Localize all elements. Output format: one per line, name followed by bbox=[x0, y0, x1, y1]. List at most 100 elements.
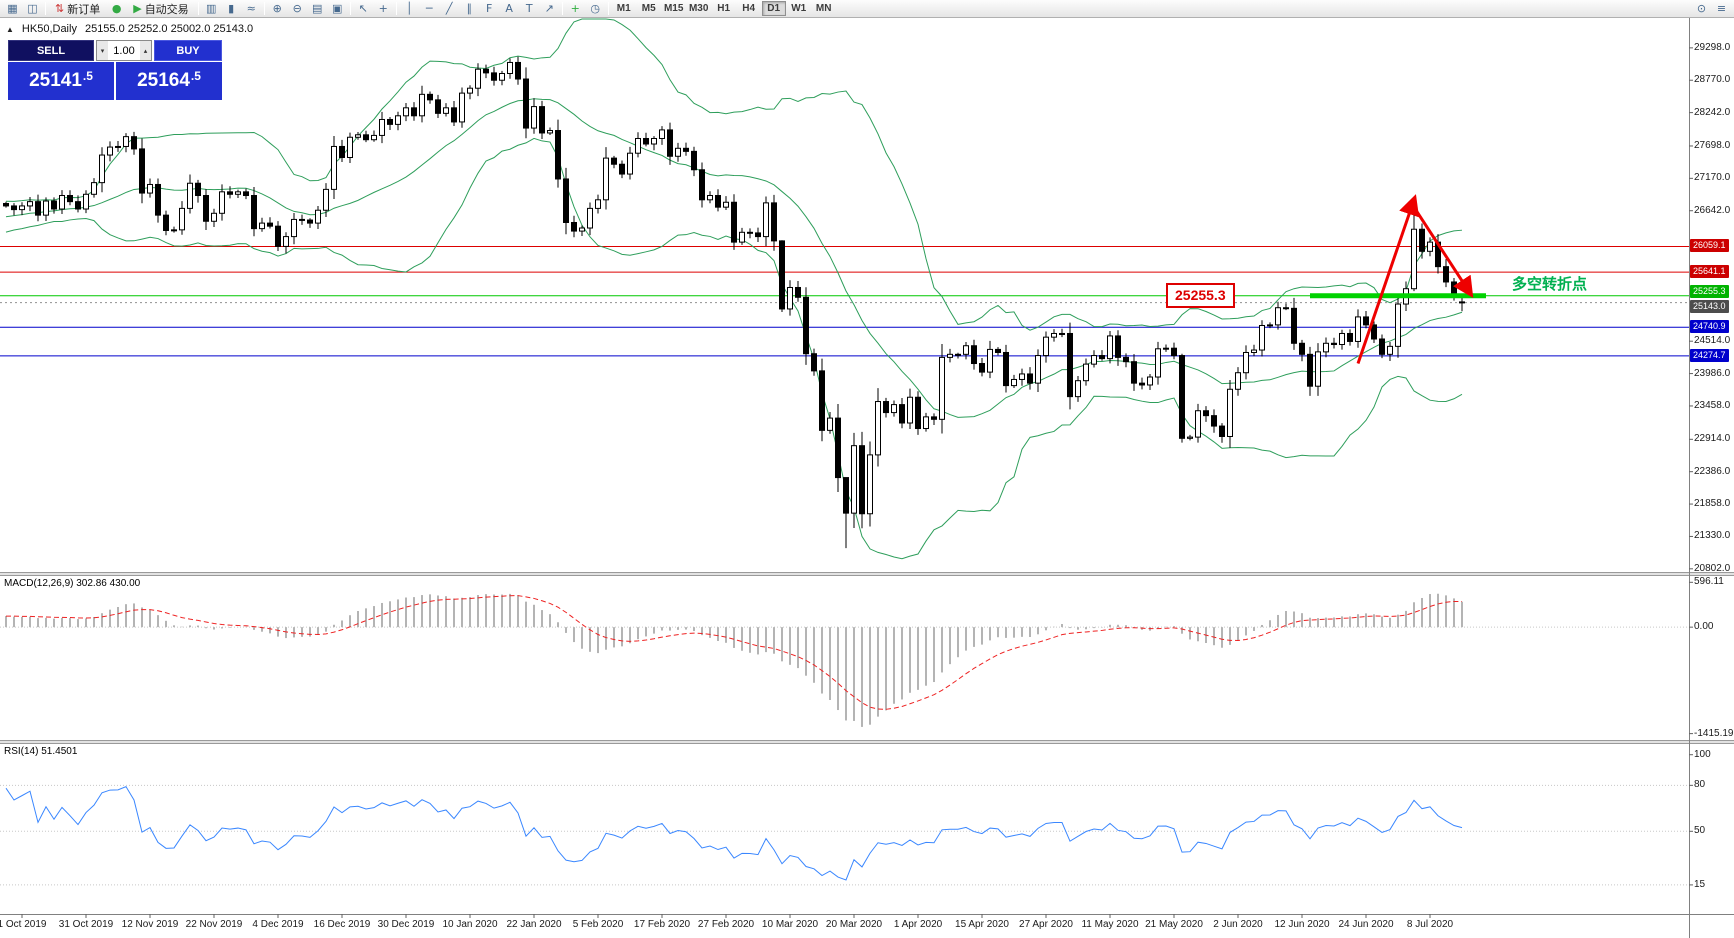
zoom-in-button[interactable]: ⊕ bbox=[268, 1, 287, 17]
buy-button[interactable]: BUY bbox=[154, 40, 222, 61]
buy-price-frac: .5 bbox=[190, 69, 201, 83]
zoom-out-button[interactable]: ⊖ bbox=[288, 1, 307, 17]
toolbar-separator bbox=[395, 2, 397, 15]
timeframe-w1-button[interactable]: W1 bbox=[787, 1, 811, 16]
macd-indicator-label: MACD(12,26,9) 302.86 430.00 bbox=[4, 578, 141, 589]
zoom-in-icon: ⊕ bbox=[272, 2, 282, 15]
new-order-label: 新订单 bbox=[67, 3, 101, 16]
timeframe-mn-button[interactable]: MN bbox=[812, 1, 836, 16]
volume-input-group: ▾ ▴ bbox=[96, 40, 152, 61]
tile-windows-button[interactable]: ▤ bbox=[308, 1, 327, 17]
volume-increase-button[interactable]: ▴ bbox=[140, 41, 151, 60]
buy-price-int: 25164 bbox=[137, 70, 190, 91]
bollinger-upper-band bbox=[5, 18, 1463, 331]
search-icon: ⊙ bbox=[1696, 2, 1707, 15]
trendline-button[interactable]: ╱ bbox=[440, 1, 459, 17]
pane-structure bbox=[0, 18, 1734, 938]
vertical-line-button[interactable]: │ bbox=[400, 1, 419, 17]
arrows-tool-icon: ↗ bbox=[544, 2, 554, 15]
buy-price[interactable]: 25164.5 bbox=[116, 62, 222, 100]
text-label-icon: T bbox=[525, 2, 533, 15]
chart-ohlc-header: ▲ HK50,Daily 25155.0 25252.0 25002.0 251… bbox=[6, 23, 253, 35]
autotrading-icon: ▶ bbox=[133, 2, 142, 15]
search-button[interactable]: ⊙ bbox=[1692, 1, 1711, 17]
arrange-windows-icon: ▣ bbox=[331, 2, 343, 15]
macd-pane bbox=[0, 593, 1689, 727]
trend-arrows bbox=[1356, 194, 1474, 365]
pane-separator bbox=[0, 740, 1734, 744]
horizontal-line-icon: ─ bbox=[425, 2, 433, 15]
toolbar-separator bbox=[263, 2, 265, 15]
timeframe-m30-button[interactable]: M30 bbox=[687, 1, 711, 16]
timeframe-m15-button[interactable]: M15 bbox=[662, 1, 686, 16]
profiles-icon: ◫ bbox=[27, 2, 38, 15]
metaeditor-icon: ● bbox=[111, 2, 122, 15]
timeframe-m5-button[interactable]: M5 bbox=[637, 1, 661, 16]
trend-arrow-up bbox=[1356, 194, 1420, 365]
sell-price-int: 25141 bbox=[29, 70, 82, 91]
line-chart-icon: ≈ bbox=[246, 2, 256, 15]
sell-price-frac: .5 bbox=[82, 69, 93, 83]
equidistant-channel-button[interactable]: ∥ bbox=[460, 1, 479, 17]
autotrading-label: 自动交易 bbox=[144, 3, 189, 16]
new-chart-icon: ▦ bbox=[7, 2, 18, 15]
toolbar: ▦ ◫ ⇅ 新订单 ● ▶ 自动交易 ▥ ▮ ≈ ⊕ ⊖ ▤ ▣ ↖ + │ ─ ╱ ∥ F A T ↗ + ◷ M1 M5 M15 M3… bbox=[0, 0, 1734, 18]
periods-button[interactable]: ◷ bbox=[586, 1, 605, 17]
sell-button[interactable]: SELL bbox=[8, 40, 94, 61]
toolbar-separator bbox=[561, 2, 563, 15]
tile-windows-icon: ▤ bbox=[311, 2, 323, 15]
one-click-trading-panel: SELL ▾ ▴ BUY 25141.5 25164.5 bbox=[8, 40, 222, 100]
equidistant-channel-icon: ∥ bbox=[466, 2, 472, 15]
fibonacci-button[interactable]: F bbox=[480, 1, 499, 17]
trend-arrow-down bbox=[1412, 206, 1474, 299]
macd-signal-line bbox=[5, 595, 1463, 710]
rsi-indicator-label: RSI(14) 51.4501 bbox=[4, 746, 78, 757]
timeframe-h4-button[interactable]: H4 bbox=[737, 1, 761, 16]
rsi-pane bbox=[0, 784, 1689, 886]
timeframe-m1-button[interactable]: M1 bbox=[612, 1, 636, 16]
new-order-button[interactable]: ⇅ 新订单 bbox=[49, 1, 106, 17]
timeframe-h1-button[interactable]: H1 bbox=[712, 1, 736, 16]
toolbar-separator bbox=[45, 2, 46, 15]
indicators-button[interactable]: + bbox=[566, 1, 585, 17]
line-chart-button[interactable]: ≈ bbox=[242, 1, 261, 17]
bar-chart-button[interactable]: ▥ bbox=[202, 1, 221, 17]
menu-button[interactable]: ≡ bbox=[1712, 1, 1731, 17]
candlestick-chart-button[interactable]: ▮ bbox=[222, 1, 241, 17]
periods-icon: ◷ bbox=[590, 2, 600, 15]
sell-price[interactable]: 25141.5 bbox=[8, 62, 114, 100]
vertical-line-icon: │ bbox=[405, 2, 413, 15]
volume-decrease-button[interactable]: ▾ bbox=[97, 41, 108, 60]
text-icon: A bbox=[505, 2, 513, 15]
toolbar-separator bbox=[349, 2, 351, 15]
turning-point-annotation[interactable]: 多空转折点 bbox=[1512, 274, 1588, 293]
highlight-layer bbox=[1310, 293, 1486, 299]
horizontal-line-button[interactable]: ─ bbox=[420, 1, 439, 17]
chart-symbol-timeframe: HK50,Daily bbox=[21, 23, 77, 35]
rsi-line bbox=[5, 786, 1463, 881]
text-label-button[interactable]: T bbox=[520, 1, 539, 17]
metaeditor-button[interactable]: ● bbox=[107, 1, 126, 17]
autotrading-button[interactable]: ▶ 自动交易 bbox=[127, 1, 194, 17]
profiles-button[interactable]: ◫ bbox=[23, 1, 42, 17]
bollinger-middle-band bbox=[5, 98, 1463, 418]
crosshair-icon: + bbox=[378, 2, 388, 15]
toolbar-separator bbox=[197, 2, 199, 15]
trendline-icon: ╱ bbox=[445, 2, 453, 15]
one-click-collapse-icon[interactable]: ▲ bbox=[6, 24, 14, 34]
candlestick-series bbox=[3, 56, 1465, 549]
text-button[interactable]: A bbox=[500, 1, 519, 17]
price-callout-box[interactable]: 25255.3 bbox=[1166, 282, 1235, 308]
arrange-windows-button[interactable]: ▣ bbox=[328, 1, 347, 17]
timeframe-d1-button[interactable]: D1 bbox=[761, 1, 786, 16]
new-chart-button[interactable]: ▦ bbox=[3, 1, 22, 17]
crosshair-button[interactable]: + bbox=[374, 1, 393, 17]
bollinger-bands bbox=[5, 18, 1463, 560]
fibonacci-icon: F bbox=[486, 2, 493, 15]
arrows-tool-button[interactable]: ↗ bbox=[540, 1, 559, 17]
volume-input[interactable] bbox=[108, 41, 140, 60]
new-order-icon: ⇅ bbox=[55, 2, 65, 15]
cursor-button[interactable]: ↖ bbox=[354, 1, 373, 17]
bar-chart-icon: ▥ bbox=[205, 2, 217, 15]
